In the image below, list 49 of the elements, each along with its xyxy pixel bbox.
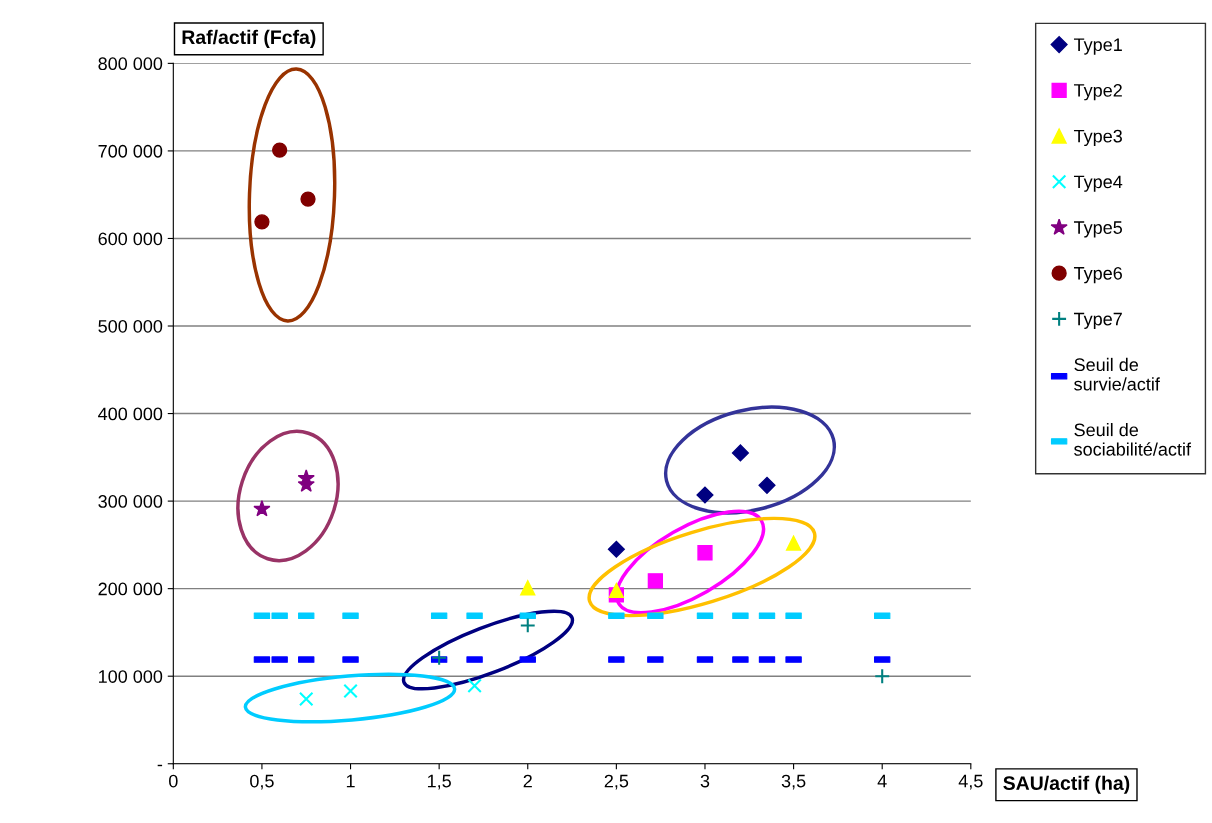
y-tick-label: 100 000 (99, 670, 163, 683)
legend-label: Type5 (1073, 221, 1123, 238)
point (520, 580, 536, 596)
y-tick-label: 500 000 (98, 319, 163, 333)
x-tick-label: 4 (877, 774, 887, 788)
y-tick-label: 700 000 (98, 144, 163, 158)
y-tick-label: 800 000 (98, 57, 163, 71)
point (343, 683, 358, 699)
legend-label: Type7 (1073, 312, 1122, 329)
point (298, 691, 314, 707)
x-tick-label: 1,5 (427, 774, 451, 790)
point (647, 573, 663, 589)
y-tick-label: 300 000 (98, 495, 163, 508)
x-tick-label: 3 (700, 774, 710, 788)
legend-label: Type6 (1073, 266, 1122, 284)
point (758, 476, 776, 494)
legend-label: Seuil de survie/actif (1074, 357, 1160, 391)
point (607, 540, 625, 558)
x-tick-label: 3,5 (781, 774, 806, 790)
point (254, 214, 270, 230)
legend-label: Type1 (1073, 38, 1122, 55)
legend-label: Type4 (1073, 175, 1123, 192)
x-tick-label: 0,5 (250, 774, 274, 790)
point (696, 486, 714, 504)
x-axis-title: SAU/actif (ha) (1003, 775, 1130, 794)
point (300, 191, 316, 207)
point (467, 678, 482, 694)
point (697, 545, 713, 561)
point (874, 668, 891, 685)
y-tick-label: 200 000 (98, 582, 163, 596)
x-tick-label: 1 (346, 774, 355, 788)
y-tick-label: 600 000 (98, 232, 163, 246)
x-tick-label: 2 (523, 774, 532, 788)
point (731, 444, 749, 462)
point (253, 499, 271, 517)
point (785, 535, 802, 551)
point (519, 617, 536, 634)
x-tick-label: 0 (169, 774, 178, 788)
y-axis-title: Raf/actif (Fcfa) (182, 29, 316, 48)
point (608, 582, 625, 599)
point (431, 649, 448, 666)
point (272, 142, 288, 158)
x-tick-label: 4,5 (958, 774, 983, 790)
legend-label: Type3 (1073, 129, 1122, 147)
legend-label: Seuil de sociabilité/actif (1074, 423, 1192, 456)
legend-label: Type2 (1073, 84, 1122, 101)
x-tick-label: 2,5 (604, 774, 629, 790)
y-tick-label: 400 000 (98, 407, 163, 421)
y-tick-label: - (157, 764, 163, 767)
